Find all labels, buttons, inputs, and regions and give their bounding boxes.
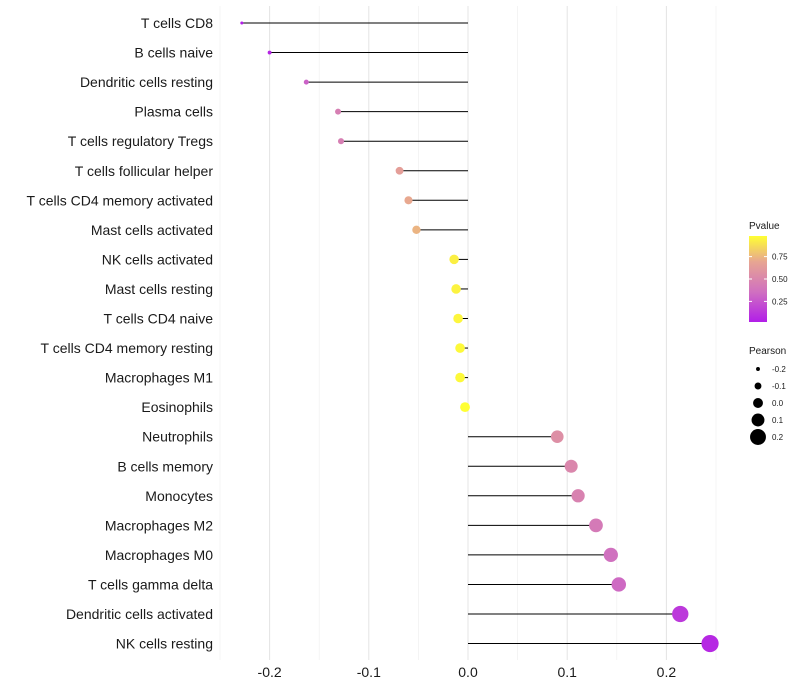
size-legend-label: -0.2	[772, 365, 786, 374]
lollipop-point	[451, 284, 461, 294]
category-label: T cells CD4 naive	[104, 311, 214, 327]
lollipop-point	[564, 459, 578, 473]
grid-lines	[219, 6, 717, 660]
category-label: NK cells activated	[102, 251, 213, 267]
lollipop-point	[335, 108, 342, 115]
category-label: T cells regulatory Tregs	[68, 133, 213, 149]
lollipop-point	[453, 313, 463, 324]
lollipop-point	[589, 518, 603, 533]
lollipop-point	[611, 577, 627, 592]
size-legend-label: 0.0	[772, 399, 784, 408]
category-label: Macrophages M0	[105, 547, 213, 563]
lollipop-point	[455, 372, 465, 383]
category-label: T cells gamma delta	[88, 576, 213, 592]
lollipop-point	[449, 254, 459, 265]
category-label: Mast cells resting	[105, 281, 213, 297]
category-label: T cells follicular helper	[75, 163, 214, 179]
lollipop-point	[460, 402, 470, 413]
category-label: NK cells resting	[116, 636, 213, 652]
lollipop-point	[267, 50, 272, 55]
category-labels: T cells CD8 B cells naive Dendritic cells …	[27, 15, 214, 652]
x-tick-label: 0.0	[458, 664, 478, 680]
lollipop-point	[303, 79, 309, 85]
colorbar-tick-label: 0.75	[772, 253, 788, 262]
category-label: Eosinophils	[141, 399, 213, 415]
lollipop-point	[672, 605, 689, 623]
category-label: T cells CD4 memory activated	[27, 192, 213, 208]
category-label: Mast cells activated	[91, 222, 213, 238]
lollipop-stems	[241, 22, 711, 645]
pvalue-legend-title: Pvalue	[749, 221, 780, 232]
size-legend-dot	[750, 429, 766, 445]
x-tick-label: 0.1	[557, 664, 577, 680]
category-label: T cells CD4 memory resting	[41, 340, 213, 356]
size-legend-label: 0.1	[772, 416, 784, 425]
size-legend-dot	[754, 382, 762, 390]
pvalue-colorbar	[749, 236, 767, 322]
lollipop-point	[395, 166, 404, 175]
category-label: Dendritic cells activated	[66, 606, 213, 622]
category-label: Plasma cells	[134, 104, 213, 120]
lollipop-point	[404, 196, 413, 205]
lollipop-point	[337, 138, 345, 145]
lollipop-point	[550, 430, 564, 444]
size-legend-label: 0.2	[772, 433, 784, 442]
pvalue-legend: Pvalue 0.75 0.50 0.25	[749, 221, 788, 322]
size-legend-label: -0.1	[772, 382, 786, 391]
lollipop-point	[240, 21, 244, 25]
x-tick-label: 0.2	[657, 664, 677, 680]
lollipop-points	[240, 21, 719, 653]
pearson-legend-title: Pearson	[749, 346, 786, 357]
lollipop-point	[701, 634, 719, 653]
size-legend-dot	[751, 413, 765, 427]
x-axis-ticks: -0.2 -0.1 0.0 0.1 0.2	[258, 664, 677, 680]
size-legend-dot	[756, 367, 760, 371]
category-label: B cells memory	[117, 458, 213, 474]
x-tick-label: -0.1	[357, 664, 381, 680]
category-label: Macrophages M2	[105, 517, 213, 533]
category-label: Dendritic cells resting	[80, 74, 213, 90]
x-tick-label: -0.2	[258, 664, 282, 680]
category-label: Neutrophils	[142, 429, 213, 445]
lollipop-point	[571, 489, 585, 503]
lollipop-point	[603, 547, 618, 563]
pearson-legend: Pearson -0.2 -0.1 0.0 0.1 0.2	[749, 346, 786, 445]
lollipop-point	[455, 343, 465, 353]
colorbar-tick-label: 0.50	[772, 275, 788, 284]
category-label: B cells naive	[134, 45, 213, 61]
lollipop-point	[412, 225, 421, 235]
size-legend-dot	[753, 398, 763, 408]
colorbar-tick-label: 0.25	[772, 297, 788, 306]
category-label: T cells CD8	[141, 15, 213, 31]
category-label: Monocytes	[145, 488, 213, 504]
category-label: Macrophages M1	[105, 370, 213, 386]
